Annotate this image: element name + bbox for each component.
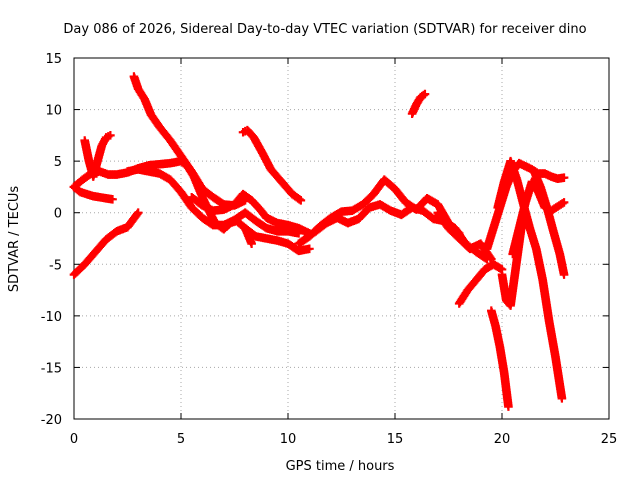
data-point [305, 244, 314, 254]
x-tick-label: 0 [70, 432, 78, 447]
data-point [108, 195, 117, 204]
series-trace-09 [238, 125, 306, 205]
series-trace-15 [454, 259, 507, 308]
axis-ticks [73, 57, 610, 420]
plot-frame [73, 57, 610, 420]
y-tick-label: 5 [54, 155, 62, 170]
y-tick-label: 15 [45, 52, 62, 67]
data-point [557, 394, 567, 403]
series-trace-03 [69, 182, 117, 204]
data-point [559, 270, 569, 279]
x-tick-label: 20 [494, 432, 511, 447]
y-tick-label: -15 [41, 361, 62, 376]
series-trace-16 [487, 306, 513, 411]
x-tick-label: 15 [387, 432, 404, 447]
series-trace-01 [69, 208, 143, 279]
data-point [559, 198, 569, 207]
data-point [247, 239, 256, 248]
y-tick-label: -20 [41, 413, 62, 428]
series-trace-04 [80, 131, 115, 181]
data-point [296, 196, 306, 205]
series-trace-21 [529, 167, 569, 279]
x-tick-label: 10 [280, 432, 297, 447]
y-tick-label: -10 [41, 310, 62, 325]
series-trace-08 [187, 189, 314, 238]
data-point [106, 131, 115, 140]
y-tick-label: 0 [54, 207, 62, 222]
x-tick-label: 25 [601, 432, 618, 447]
chart-title: Day 086 of 2026, Sidereal Day-to-day VTE… [63, 22, 586, 37]
data-series [69, 72, 569, 411]
axis-tick-labels: 0 5 10 15 20 25 -20 -15 -10 -5 0 5 10 15 [41, 52, 618, 447]
y-tick-label: 10 [45, 104, 62, 119]
data-point [420, 89, 430, 99]
x-axis-label: GPS time / hours [286, 459, 395, 474]
x-tick-label: 5 [177, 432, 185, 447]
data-point [133, 208, 143, 218]
series-trace-14 [433, 208, 496, 264]
series-trace-13 [407, 89, 430, 118]
series-trace-10 [240, 223, 314, 256]
data-point [504, 402, 513, 411]
y-tick-label: -5 [49, 258, 62, 273]
data-point [559, 173, 569, 182]
y-axis-label: SDTVAR / TECUs [7, 186, 22, 293]
